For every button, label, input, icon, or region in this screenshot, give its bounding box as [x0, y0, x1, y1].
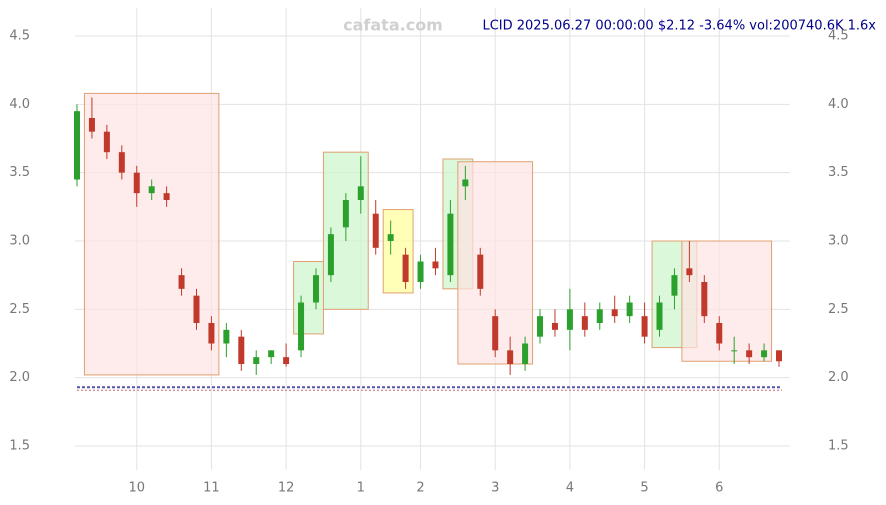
range-box — [681, 240, 773, 362]
y-tick-label: 1.5 — [9, 439, 30, 454]
x-tick-label: 12 — [278, 481, 295, 496]
y-tick-label-right: 2.5 — [828, 302, 849, 317]
candle-body — [656, 302, 663, 330]
candle-body — [298, 302, 305, 351]
candle-body — [133, 172, 140, 194]
candle-body — [626, 302, 633, 317]
candle-body — [686, 268, 693, 276]
y-tick-label: 4.5 — [9, 29, 30, 44]
candle-body — [537, 316, 544, 337]
candle-body — [776, 350, 782, 362]
candle-body — [566, 309, 573, 330]
candle-body — [312, 275, 319, 303]
y-tick-label: 3.0 — [9, 234, 30, 249]
candle-body — [327, 234, 334, 276]
candle-body — [522, 343, 529, 364]
candle-body — [193, 295, 200, 323]
candle-body — [462, 179, 469, 187]
x-tick-label: 5 — [640, 481, 648, 496]
candle-body — [283, 357, 290, 364]
y-tick-label: 2.0 — [9, 370, 30, 385]
candle-body — [641, 316, 648, 337]
candle-body — [447, 213, 454, 276]
candle-body — [148, 186, 155, 194]
y-tick-label-right: 3.5 — [828, 165, 849, 180]
candle-body — [208, 323, 215, 344]
candle-body — [103, 131, 110, 153]
x-tick-label: 4 — [566, 481, 574, 496]
candle-body — [581, 316, 588, 330]
x-tick-label: 1 — [357, 481, 365, 496]
candle-body — [402, 254, 409, 282]
candle-body — [731, 350, 738, 352]
watermark: cafata.com — [343, 16, 443, 35]
candle-body — [671, 275, 678, 296]
candle-body — [507, 350, 514, 364]
y-tick-label-right: 3.0 — [828, 234, 849, 249]
candle-body — [163, 193, 170, 200]
candle-body — [701, 282, 708, 317]
candle-body — [477, 254, 484, 289]
candle-body — [551, 323, 558, 330]
candle-body — [596, 309, 603, 323]
candle-body — [387, 234, 394, 241]
y-tick-label: 2.5 — [9, 302, 30, 317]
y-tick-label-right: 4.5 — [828, 29, 849, 44]
candle-body — [746, 350, 753, 358]
candle-body — [761, 350, 768, 358]
y-tick-label-right: 4.0 — [828, 97, 849, 112]
x-tick-label: 6 — [715, 481, 723, 496]
y-tick-label-right: 1.5 — [828, 439, 849, 454]
candle-body — [238, 336, 245, 364]
y-tick-label: 4.0 — [9, 97, 30, 112]
candle-body — [372, 213, 379, 248]
candle-body — [74, 111, 80, 180]
candle-body — [432, 261, 439, 269]
candle-body — [417, 261, 424, 282]
x-tick-label: 11 — [203, 481, 220, 496]
candle-body — [268, 350, 275, 358]
candle-body — [118, 152, 125, 173]
x-tick-label: 10 — [128, 481, 145, 496]
candle-body — [716, 323, 723, 344]
y-tick-label-right: 2.0 — [828, 370, 849, 385]
candle-body — [88, 118, 95, 132]
candle-body — [492, 316, 499, 351]
candle-body — [178, 275, 185, 289]
candle-body — [223, 329, 230, 344]
y-tick-label: 3.5 — [9, 165, 30, 180]
candle-body — [611, 309, 618, 317]
candle-body — [342, 200, 349, 228]
x-tick-label: 2 — [416, 481, 424, 496]
x-tick-label: 3 — [491, 481, 499, 496]
candle-body — [253, 357, 260, 364]
candle-body — [357, 186, 364, 200]
chart-title: LCID 2025.06.27 00:00:00 $2.12 -3.64% vo… — [482, 19, 876, 34]
